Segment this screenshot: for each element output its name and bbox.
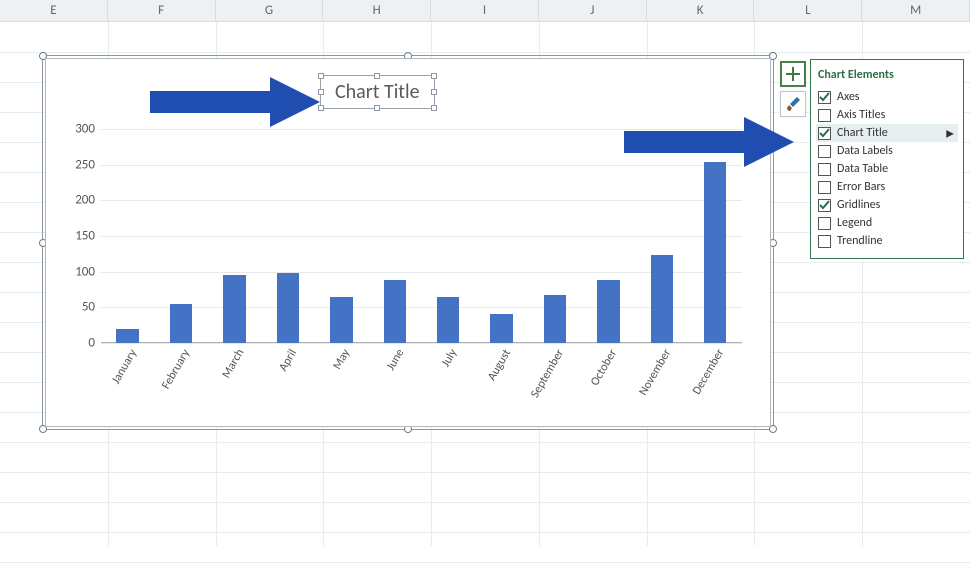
title-handle[interactable]	[431, 89, 437, 95]
flyout-item-label: Axes	[837, 90, 860, 104]
flyout-item[interactable]: Gridlines	[816, 196, 958, 214]
worksheet[interactable]: E F G H I J K L M Chart Title	[0, 0, 970, 546]
title-handle[interactable]	[374, 73, 380, 79]
bar[interactable]	[597, 280, 619, 343]
chart-title-text: Chart Title	[335, 80, 420, 104]
column-header[interactable]: L	[754, 0, 862, 21]
flyout-item-label: Legend	[837, 216, 872, 230]
paintbrush-icon	[785, 96, 801, 112]
flyout-item[interactable]: Axes	[816, 88, 958, 106]
bar[interactable]	[223, 275, 245, 343]
x-tick-label: January	[109, 347, 140, 387]
x-tick-label: April	[276, 347, 300, 374]
flyout-item-label: Trendline	[837, 234, 883, 248]
flyout-item[interactable]: Legend	[816, 214, 958, 232]
bar[interactable]	[330, 297, 352, 343]
bar[interactable]	[170, 304, 192, 343]
annotation-arrow	[624, 117, 794, 167]
x-tick-label: February	[159, 347, 193, 392]
x-tick-label: November	[636, 347, 674, 398]
checkbox[interactable]	[818, 181, 831, 194]
x-tick-label: July	[439, 347, 460, 370]
x-tick-label: December	[690, 347, 727, 397]
title-handle[interactable]	[431, 105, 437, 111]
flyout-item-label: Axis Titles	[837, 108, 885, 122]
checkbox[interactable]	[818, 145, 831, 158]
bar[interactable]	[544, 295, 566, 344]
checkbox[interactable]	[818, 217, 831, 230]
bar[interactable]	[277, 273, 299, 343]
column-header[interactable]: E	[0, 0, 108, 21]
flyout-item[interactable]: Axis Titles	[816, 106, 958, 124]
column-header[interactable]: I	[431, 0, 539, 21]
column-header[interactable]: H	[323, 0, 431, 21]
checkbox[interactable]	[818, 163, 831, 176]
column-header[interactable]: F	[108, 0, 216, 21]
checkbox[interactable]	[818, 127, 831, 140]
gridline	[101, 200, 742, 201]
y-tick-label: 100	[67, 264, 101, 279]
checkbox[interactable]	[818, 91, 831, 104]
x-tick-label: September	[528, 347, 567, 401]
column-header[interactable]: K	[647, 0, 755, 21]
chart-title[interactable]: Chart Title	[320, 75, 435, 109]
checkbox[interactable]	[818, 199, 831, 212]
y-tick-label: 0	[67, 336, 101, 351]
bar[interactable]	[384, 280, 406, 343]
gridline	[101, 343, 742, 344]
bar[interactable]	[651, 255, 673, 343]
flyout-item-label: Data Table	[837, 162, 888, 176]
title-handle[interactable]	[431, 73, 437, 79]
flyout-item[interactable]: Data Table	[816, 160, 958, 178]
checkbox[interactable]	[818, 109, 831, 122]
bar[interactable]	[437, 297, 459, 343]
flyout-item[interactable]: Data Labels	[816, 142, 958, 160]
flyout-item-label: Gridlines	[837, 198, 880, 212]
annotation-arrow	[150, 77, 320, 127]
gridline	[101, 236, 742, 237]
flyout-item[interactable]: Error Bars	[816, 178, 958, 196]
gridline	[101, 307, 742, 308]
checkbox[interactable]	[818, 235, 831, 248]
chart-elements-flyout[interactable]: Chart Elements Axes Axis Titles Chart Titl…	[810, 59, 964, 259]
y-tick-label: 250	[67, 157, 101, 172]
title-handle[interactable]	[374, 105, 380, 111]
column-header[interactable]: G	[216, 0, 324, 21]
flyout-item-label: Error Bars	[837, 180, 885, 194]
flyout-item-label: Data Labels	[837, 144, 893, 158]
chart-elements-button[interactable]	[780, 61, 806, 87]
flyout-item-label: Chart Title	[837, 126, 888, 140]
x-tick-label: May	[331, 347, 354, 372]
y-tick-label: 50	[67, 300, 101, 315]
submenu-caret-icon: ▶	[946, 127, 954, 140]
bar[interactable]	[704, 162, 726, 343]
x-tick-label: October	[588, 347, 620, 389]
column-header[interactable]: M	[862, 0, 970, 21]
column-headers: E F G H I J K L M	[0, 0, 970, 22]
column-header[interactable]: J	[539, 0, 647, 21]
flyout-title: Chart Elements	[816, 66, 958, 88]
x-tick-label: March	[219, 347, 247, 381]
flyout-item[interactable]: Chart Title ▶	[816, 124, 958, 142]
chart-styles-button[interactable]	[780, 91, 806, 117]
y-tick-label: 200	[67, 193, 101, 208]
flyout-item[interactable]: Trendline	[816, 232, 958, 250]
x-tick-label: June	[384, 347, 407, 373]
bar[interactable]	[116, 329, 138, 343]
x-tick-label: August	[485, 347, 514, 383]
gridline	[101, 272, 742, 273]
chart-side-tools	[780, 61, 806, 117]
plus-icon	[785, 66, 801, 82]
y-tick-label: 150	[67, 229, 101, 244]
y-tick-label: 300	[67, 122, 101, 137]
bar[interactable]	[490, 314, 512, 343]
